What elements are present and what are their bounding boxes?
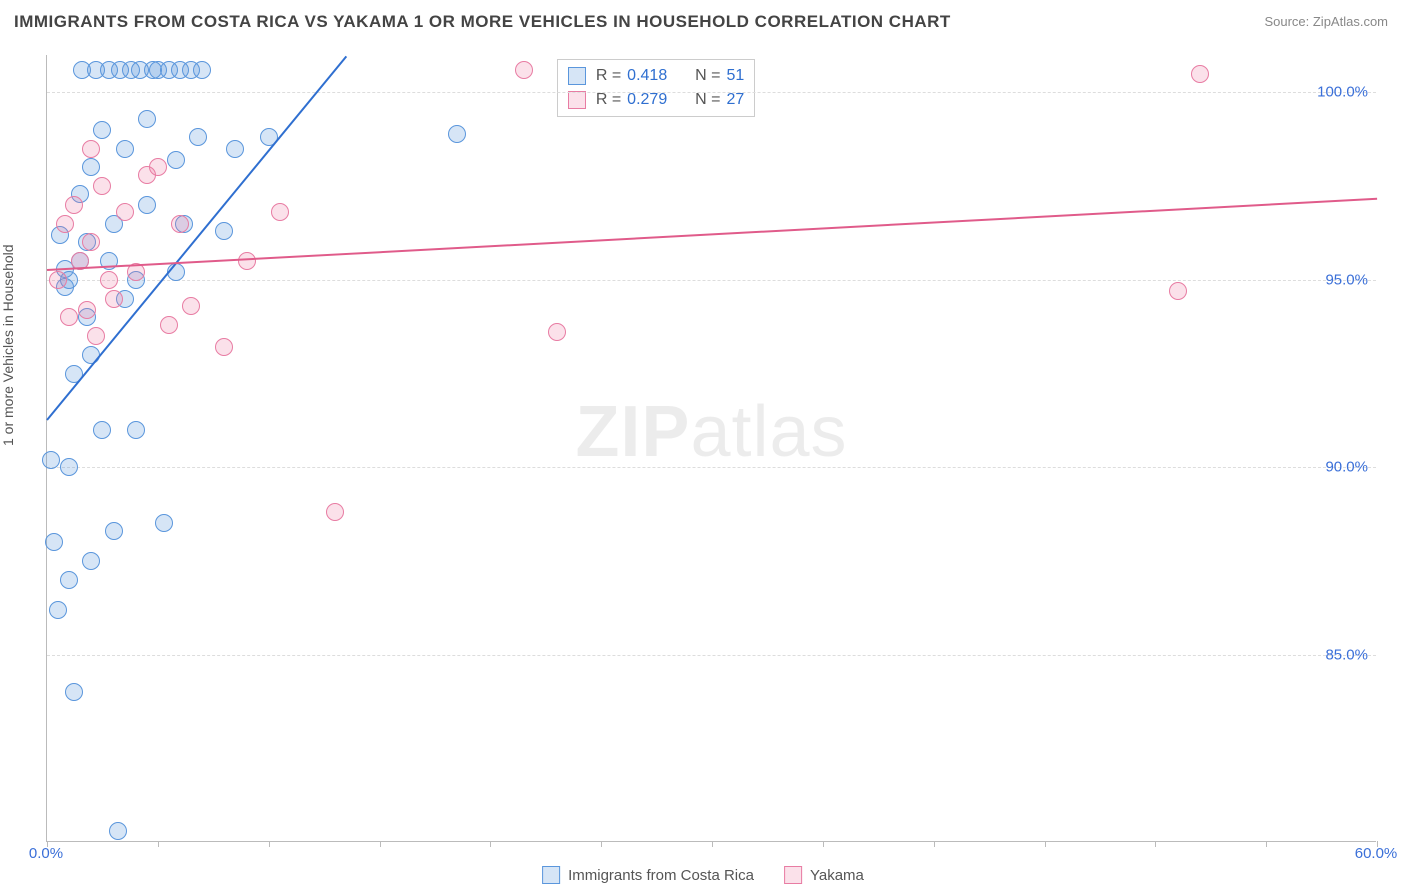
x-tick	[490, 841, 491, 847]
x-tick	[1266, 841, 1267, 847]
data-point	[93, 177, 111, 195]
data-point	[138, 110, 156, 128]
data-point	[160, 316, 178, 334]
x-tick	[1155, 841, 1156, 847]
data-point	[238, 252, 256, 270]
data-point	[105, 522, 123, 540]
data-point	[45, 533, 63, 551]
legend-swatch	[542, 866, 560, 884]
data-point	[138, 196, 156, 214]
data-point	[215, 338, 233, 356]
legend-swatch	[568, 67, 586, 85]
data-point	[326, 503, 344, 521]
data-point	[82, 552, 100, 570]
data-point	[548, 323, 566, 341]
data-point	[82, 140, 100, 158]
legend-item: Yakama	[784, 866, 864, 884]
x-tick	[601, 841, 602, 847]
data-point	[515, 61, 533, 79]
data-point	[93, 421, 111, 439]
x-tick-label: 0.0%	[29, 845, 63, 862]
data-point	[56, 215, 74, 233]
x-tick	[380, 841, 381, 847]
data-point	[182, 297, 200, 315]
data-point	[189, 128, 207, 146]
data-point	[100, 271, 118, 289]
data-point	[49, 271, 67, 289]
data-point	[116, 140, 134, 158]
data-point	[60, 571, 78, 589]
gridline	[47, 655, 1376, 656]
legend-label: Immigrants from Costa Rica	[568, 867, 754, 884]
x-tick	[1045, 841, 1046, 847]
data-point	[105, 290, 123, 308]
data-point	[60, 458, 78, 476]
data-point	[109, 822, 127, 840]
legend-swatch	[784, 866, 802, 884]
chart-title: IMMIGRANTS FROM COSTA RICA VS YAKAMA 1 O…	[14, 12, 951, 32]
y-axis-label: 1 or more Vehicles in Household	[0, 244, 16, 446]
x-tick	[269, 841, 270, 847]
gridline	[47, 467, 1376, 468]
data-point	[42, 451, 60, 469]
x-tick	[158, 841, 159, 847]
data-point	[65, 196, 83, 214]
data-point	[226, 140, 244, 158]
data-point	[82, 233, 100, 251]
data-point	[1169, 282, 1187, 300]
trend-line	[47, 197, 1377, 270]
data-point	[127, 421, 145, 439]
data-point	[215, 222, 233, 240]
legend-label: Yakama	[810, 867, 864, 884]
x-tick	[712, 841, 713, 847]
data-point	[167, 151, 185, 169]
source-attribution: Source: ZipAtlas.com	[1264, 14, 1388, 29]
data-point	[65, 683, 83, 701]
legend-swatch	[568, 91, 586, 109]
x-tick	[823, 841, 824, 847]
y-tick-label: 95.0%	[1325, 271, 1368, 288]
x-tick-label: 60.0%	[1355, 845, 1398, 862]
y-tick-label: 85.0%	[1325, 646, 1368, 663]
legend-item: Immigrants from Costa Rica	[542, 866, 754, 884]
gridline	[47, 92, 1376, 93]
y-tick-label: 100.0%	[1317, 84, 1368, 101]
data-point	[116, 203, 134, 221]
scatter-chart: ZIPatlas R =0.418N =51R =0.279N =27 85.0…	[46, 55, 1376, 842]
watermark: ZIPatlas	[575, 391, 847, 473]
series-legend: Immigrants from Costa Rica Yakama	[542, 866, 864, 884]
data-point	[93, 121, 111, 139]
data-point	[193, 61, 211, 79]
gridline	[47, 280, 1376, 281]
data-point	[87, 327, 105, 345]
data-point	[1191, 65, 1209, 83]
data-point	[82, 158, 100, 176]
data-point	[78, 301, 96, 319]
data-point	[49, 601, 67, 619]
data-point	[171, 215, 189, 233]
x-tick	[934, 841, 935, 847]
data-point	[60, 308, 78, 326]
data-point	[155, 514, 173, 532]
data-point	[271, 203, 289, 221]
data-point	[149, 158, 167, 176]
data-point	[448, 125, 466, 143]
correlation-legend: R =0.418N =51R =0.279N =27	[557, 59, 755, 117]
legend-row: R =0.418N =51	[568, 64, 744, 88]
y-tick-label: 90.0%	[1325, 459, 1368, 476]
